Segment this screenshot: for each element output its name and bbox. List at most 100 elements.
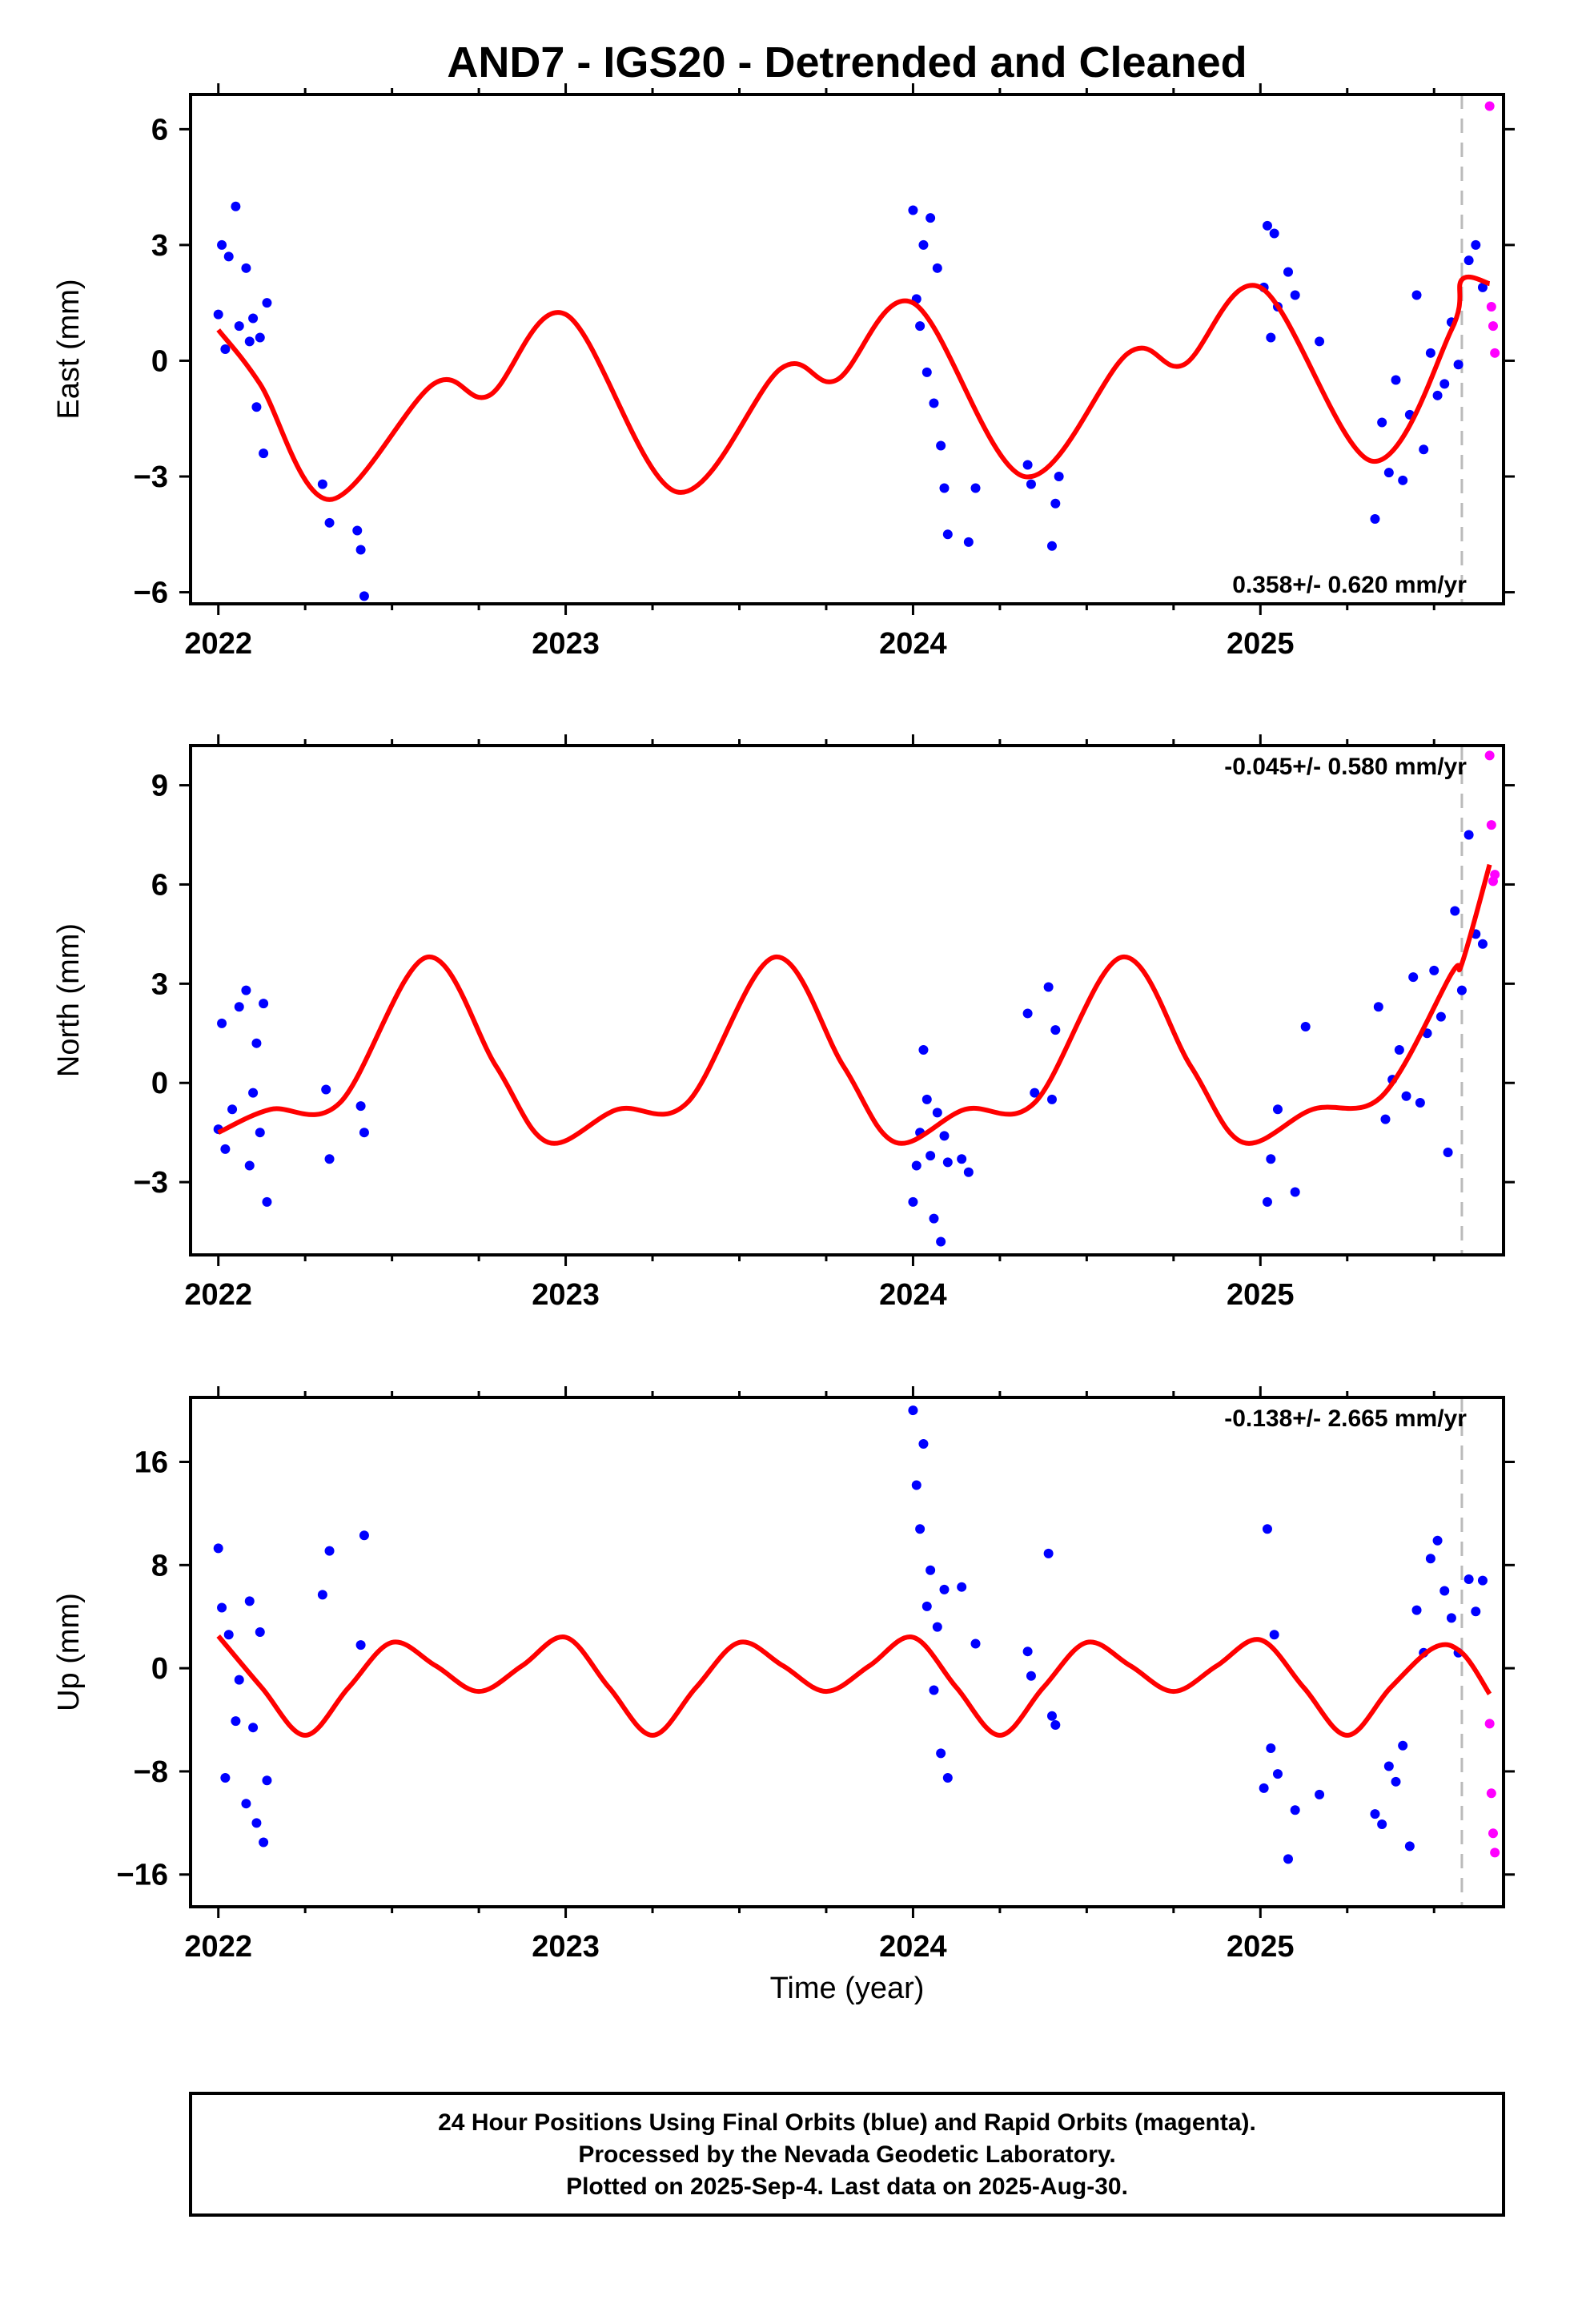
caption-line-1: 24 Hour Positions Using Final Orbits (bl… [438, 2109, 1256, 2136]
final-point [1432, 1535, 1443, 1546]
final-point [1450, 906, 1460, 916]
y-tick-label: 0 [151, 1652, 168, 1686]
final-point [1471, 1606, 1481, 1617]
final-point [1054, 472, 1064, 481]
x-tick-label: 2022 [184, 627, 252, 661]
final-point [1432, 390, 1443, 400]
final-point [248, 1723, 259, 1733]
final-point [359, 1530, 369, 1541]
final-point [918, 1044, 929, 1055]
final-point [1464, 830, 1474, 840]
final-point [1022, 460, 1033, 470]
final-point [932, 1108, 942, 1118]
final-point [970, 1638, 981, 1649]
final-point [220, 1144, 231, 1154]
final-point [1290, 1187, 1300, 1197]
final-point [1425, 348, 1435, 358]
y-tick-label: 3 [151, 229, 168, 263]
final-point [1022, 1647, 1033, 1657]
final-point [1030, 1088, 1040, 1098]
final-point [213, 1543, 223, 1554]
final-point [1046, 1094, 1057, 1104]
final-point [217, 1602, 227, 1613]
final-orbit-points [213, 1405, 1488, 1864]
final-point [939, 1131, 950, 1141]
x-axis-label: Time (year) [770, 1972, 925, 2005]
final-point [1464, 1574, 1474, 1585]
final-point [1373, 1002, 1383, 1012]
final-point [1266, 332, 1276, 343]
seasonal-model-curve [217, 863, 1492, 1146]
final-point [1266, 1743, 1276, 1753]
final-point [915, 1524, 926, 1534]
final-point [1283, 1854, 1294, 1864]
final-point [1022, 1008, 1033, 1019]
y-axis-label: North (mm) [52, 923, 86, 1077]
rapid-point [1488, 1828, 1498, 1839]
rapid-point [1490, 870, 1500, 880]
final-point [1290, 1805, 1300, 1815]
final-point [1401, 1091, 1411, 1101]
final-point [262, 298, 272, 308]
final-point [1272, 1104, 1283, 1115]
final-point [915, 321, 926, 332]
final-point [1315, 1789, 1325, 1799]
final-point [244, 1160, 255, 1171]
final-point [921, 1094, 932, 1104]
final-point [1477, 282, 1488, 292]
y-tick-label: −16 [117, 1859, 168, 1892]
final-point [1439, 1586, 1450, 1596]
final-point [1435, 1011, 1446, 1022]
y-tick-label: 3 [151, 967, 168, 1001]
final-point [1266, 1154, 1276, 1164]
final-point [1043, 1548, 1054, 1558]
final-point [217, 239, 227, 250]
final-point [244, 1596, 255, 1606]
y-tick-label: 6 [151, 868, 168, 902]
final-point [1262, 220, 1272, 231]
final-point [1394, 1044, 1404, 1055]
final-point [929, 1685, 939, 1695]
final-point [957, 1154, 967, 1164]
final-point [936, 1748, 946, 1759]
east-panel: −6 −3 0 3 6 2022 2023 2024 2025 East (mm) 0.358+… [52, 83, 1515, 661]
final-point [929, 398, 939, 408]
final-point [234, 1675, 244, 1685]
final-point [223, 251, 234, 262]
final-point [355, 1640, 366, 1651]
final-point [908, 1405, 918, 1416]
final-point [355, 1101, 366, 1112]
final-point [1443, 1147, 1453, 1157]
final-point [942, 1772, 953, 1783]
final-point [251, 402, 262, 412]
final-point [251, 1818, 262, 1828]
final-point [1411, 290, 1422, 300]
final-point [1380, 1114, 1391, 1124]
final-point [918, 239, 929, 250]
final-point [1026, 1671, 1036, 1681]
final-point [918, 1438, 929, 1449]
final-point [970, 483, 981, 493]
final-point [262, 1775, 272, 1786]
final-point [248, 313, 259, 324]
final-point [1050, 1025, 1061, 1035]
caption-line-2: Processed by the Nevada Geodetic Laborat… [578, 2141, 1115, 2168]
final-point [259, 1837, 269, 1848]
y-tick-label: 8 [151, 1549, 168, 1582]
final-point [936, 440, 946, 451]
rapid-point [1488, 321, 1498, 332]
final-point [1259, 1783, 1269, 1793]
final-point [1477, 939, 1488, 949]
final-point [241, 263, 251, 273]
final-point [255, 1128, 265, 1138]
final-point [908, 1196, 918, 1207]
final-point [317, 1590, 327, 1600]
final-point [963, 1167, 974, 1177]
final-point [939, 1584, 950, 1594]
final-point [231, 201, 241, 211]
final-point [231, 1716, 241, 1727]
y-tick-label: 0 [151, 344, 168, 378]
final-orbit-points [213, 201, 1488, 601]
final-point [1408, 972, 1419, 983]
final-point [1429, 965, 1439, 975]
